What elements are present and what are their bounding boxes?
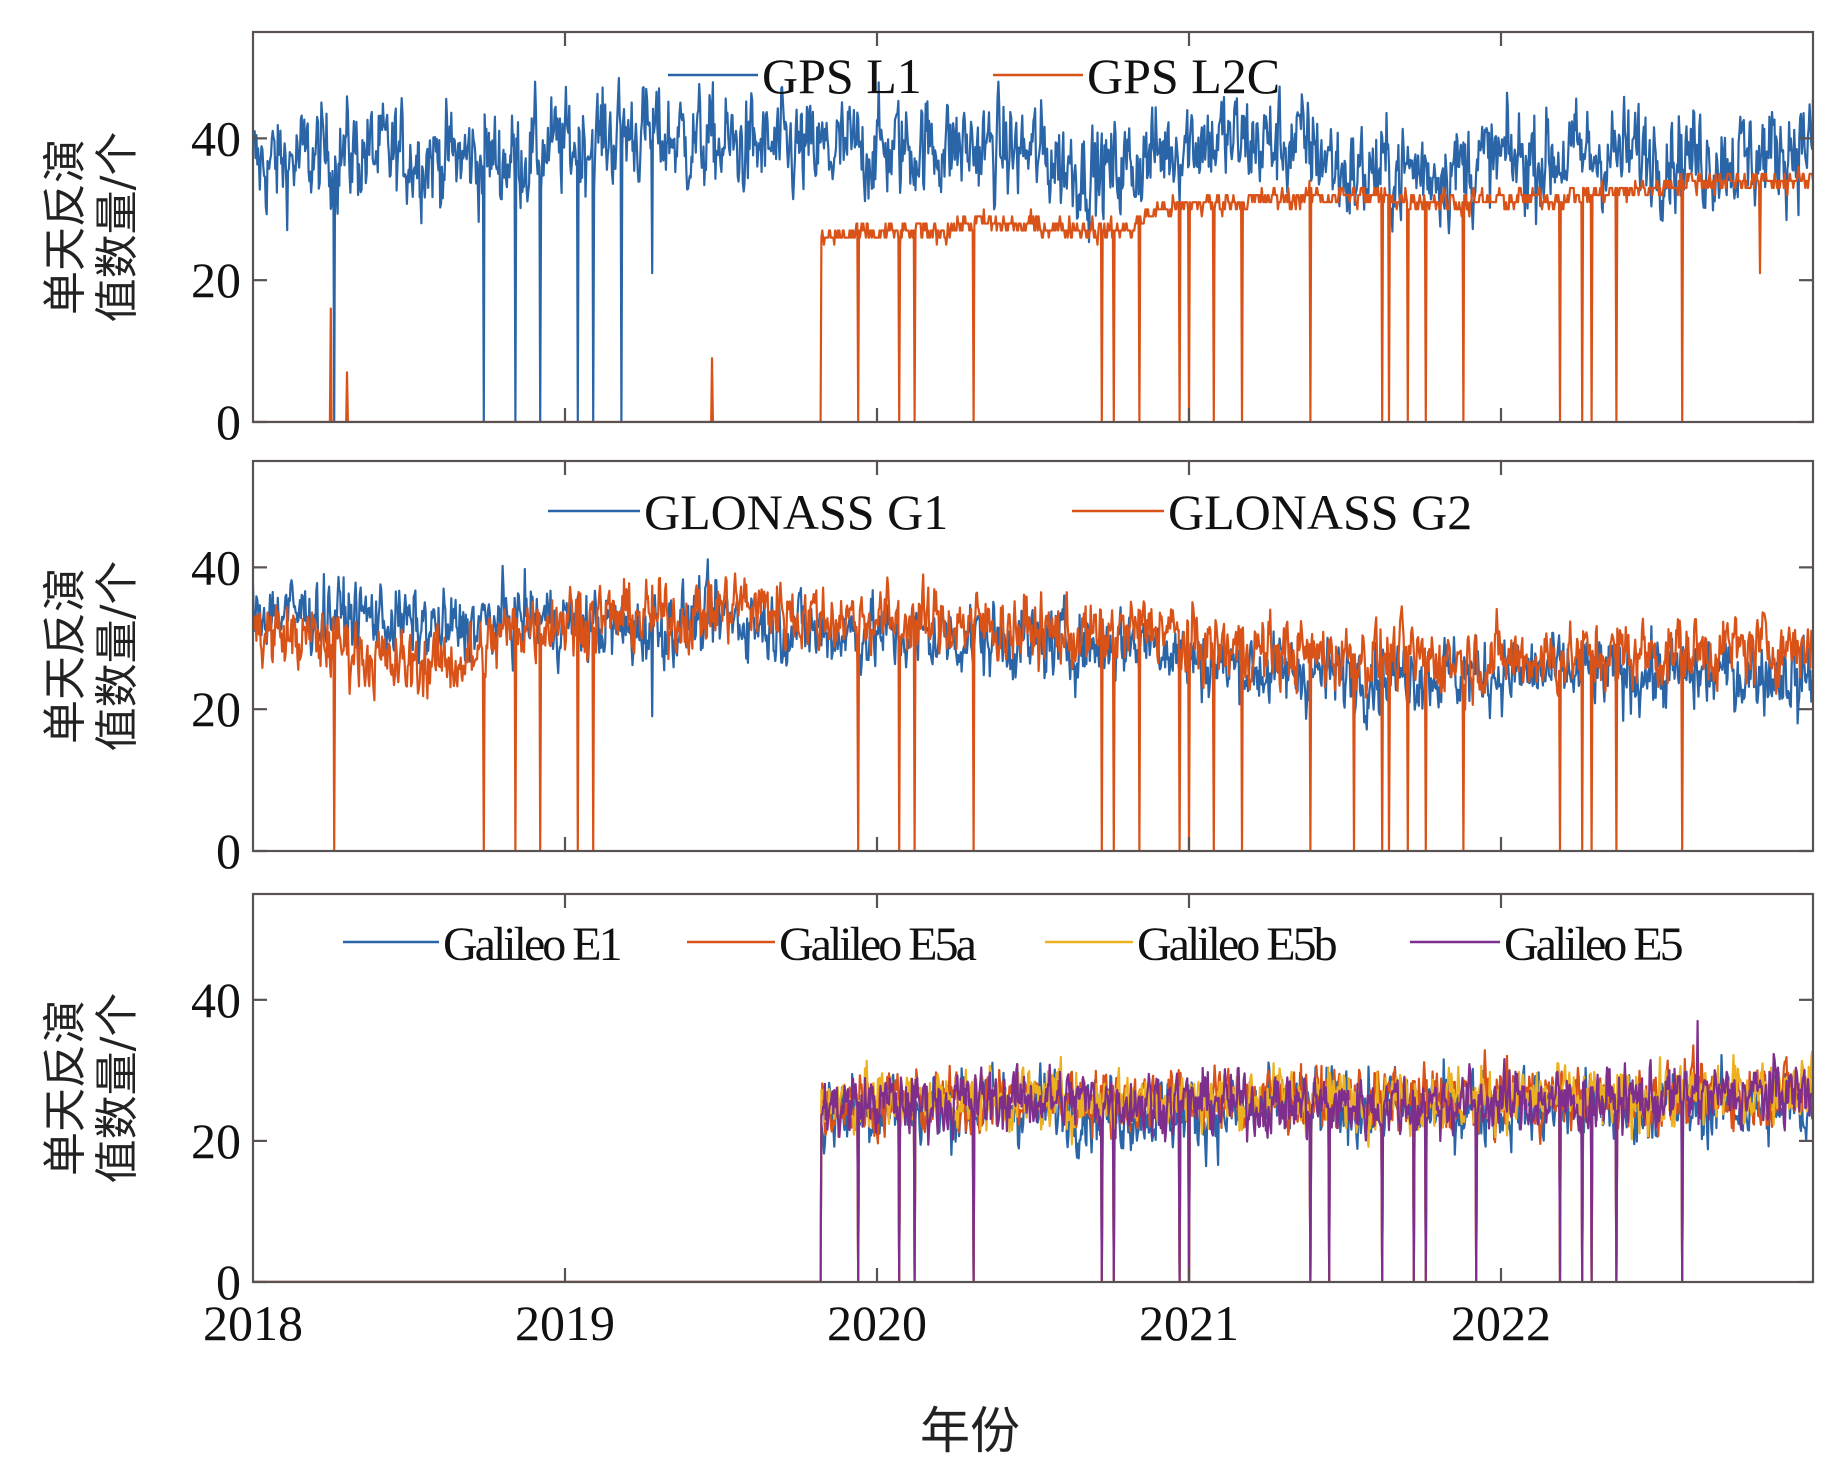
y-tick-label: 0 bbox=[216, 394, 241, 450]
series-line-galileo-e5b bbox=[253, 1050, 1813, 1282]
legend-label: GPS L2C bbox=[1087, 48, 1280, 104]
legend-label: GLONASS G1 bbox=[644, 484, 948, 540]
series-line-glonass-g2 bbox=[253, 572, 1813, 851]
axes-frame bbox=[251, 30, 1815, 424]
y-tick-label: 20 bbox=[191, 681, 241, 737]
y-axis-label: 值数量/个 bbox=[92, 132, 143, 323]
legend: GPS L1 GPS L2C bbox=[668, 48, 1280, 104]
panel-glonass: 0 20 40 单天反演 值数量/个 GLONASS G1 GLONASS G2 bbox=[40, 459, 1815, 879]
plot-area bbox=[253, 558, 1813, 851]
y-tick-label: 40 bbox=[191, 110, 241, 166]
y-tick-label: 0 bbox=[216, 823, 241, 879]
y-tick-label: 40 bbox=[191, 972, 241, 1028]
y-tick-label: 40 bbox=[191, 539, 241, 595]
axes-frame bbox=[251, 892, 1815, 1284]
y-axis-label: 值数量/个 bbox=[92, 561, 143, 752]
legend-label: Galileo E1 bbox=[443, 918, 621, 971]
x-tick-label: 2022 bbox=[1451, 1295, 1551, 1351]
y-axis-label: 值数量/个 bbox=[92, 993, 143, 1184]
legend-label: Galileo E5a bbox=[779, 918, 977, 971]
series-line-gps-l2c bbox=[253, 165, 1813, 422]
legend-label: Galileo E5 bbox=[1504, 918, 1683, 971]
x-tick-label: 2018 bbox=[203, 1295, 303, 1351]
legend: GLONASS G1 GLONASS G2 bbox=[548, 484, 1472, 540]
series-line-gps-l1 bbox=[253, 76, 1813, 422]
x-axis-label: 年份 bbox=[920, 1402, 1020, 1460]
panel-galileo: 0 20 40 2018 2019 2020 2021 2022 单天反演 值数量/个 Galile… bbox=[40, 892, 1815, 1351]
y-tick-label: 0 bbox=[216, 1254, 241, 1310]
axes-frame bbox=[251, 459, 1815, 853]
legend: Galileo E1 Galileo E5a Galileo E5b Galileo … bbox=[343, 918, 1686, 971]
y-axis-label: 单天反演 bbox=[40, 139, 91, 315]
legend-label: GPS L1 bbox=[762, 48, 922, 104]
panel-gps: 0 20 40 单天反演 值数量/个 GPS L1 GPS L2C bbox=[40, 30, 1815, 450]
y-tick-label: 20 bbox=[191, 1113, 241, 1169]
plot-area bbox=[253, 1019, 1813, 1282]
y-tick-label: 20 bbox=[191, 252, 241, 308]
legend-label: Galileo E5b bbox=[1137, 918, 1337, 971]
series-line-glonass-g1 bbox=[253, 558, 1813, 731]
y-axis-label: 单天反演 bbox=[40, 1000, 91, 1176]
x-tick-label: 2021 bbox=[1139, 1295, 1239, 1351]
legend-label: GLONASS G2 bbox=[1168, 484, 1472, 540]
x-tick-label: 2020 bbox=[827, 1295, 927, 1351]
series-line-galileo-e5 bbox=[253, 1019, 1813, 1282]
plot-area bbox=[253, 76, 1813, 422]
x-tick-label: 2019 bbox=[515, 1295, 615, 1351]
y-axis-label: 单天反演 bbox=[40, 568, 91, 744]
series-line-galileo-e5a bbox=[253, 1044, 1813, 1282]
